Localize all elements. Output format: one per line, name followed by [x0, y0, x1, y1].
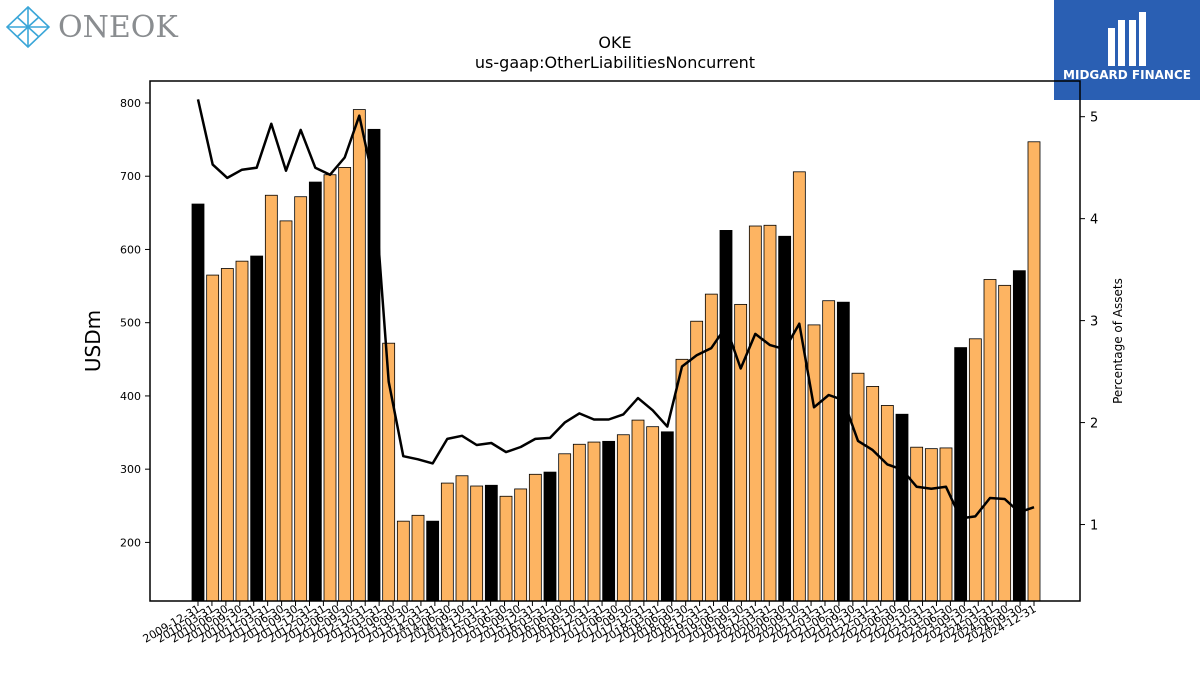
bar: [910, 446, 924, 602]
bar: [763, 224, 777, 602]
bar: [514, 488, 528, 602]
bar: [631, 419, 645, 602]
y2-axis: 1 2 3 4 5: [1080, 111, 1098, 534]
percent-line-series: [196, 99, 1035, 520]
bar: [602, 440, 616, 602]
y2-tick-label: 3: [1090, 315, 1098, 330]
bar: [792, 171, 806, 602]
bar: [191, 203, 205, 602]
x-axis: 2009-12-312010-03-312010-06-302010-09-30…: [141, 601, 1039, 646]
y-tick-label: 400: [120, 390, 141, 403]
y-axis: 200 300 400 500 600 700 800: [120, 97, 150, 549]
bar: [206, 274, 220, 602]
bar: [587, 441, 601, 602]
bar: [352, 109, 366, 602]
bar: [719, 230, 733, 602]
bar: [572, 443, 586, 602]
bar: [660, 431, 674, 602]
bar: [851, 372, 865, 602]
y-tick-label: 800: [120, 97, 141, 110]
bar: [499, 495, 513, 602]
bar: [734, 303, 748, 602]
bar: [440, 482, 454, 602]
midgard-wordmark: MIDGARD FINANCE: [1063, 68, 1191, 82]
y2-axis-label: Percentage of Assets: [1111, 278, 1125, 404]
bar: [748, 225, 762, 602]
midgard-finance-logo: MIDGARD FINANCE: [1054, 0, 1200, 100]
y-tick-label: 600: [120, 243, 141, 256]
bar: [455, 475, 469, 602]
bar: [1012, 270, 1026, 602]
bar: [998, 284, 1012, 602]
bar: [880, 405, 894, 602]
bar: [558, 453, 572, 602]
bar: [396, 520, 410, 602]
bar: [646, 426, 660, 602]
bar: [543, 471, 557, 602]
bar: [484, 484, 498, 602]
oneok-logo: ONEOK: [4, 4, 178, 48]
bar: [323, 174, 337, 602]
bar: [616, 434, 630, 602]
y2-tick-label: 1: [1090, 519, 1098, 534]
y-tick-label: 300: [120, 463, 141, 476]
chart-subtitle: us-gaap:OtherLiabilitiesNoncurrent: [475, 53, 755, 72]
y2-tick-label: 2: [1090, 417, 1098, 432]
bar: [470, 485, 484, 602]
chart-title: OKE: [598, 33, 631, 52]
bar: [235, 260, 249, 602]
y2-tick-label: 5: [1090, 111, 1098, 126]
bar: [983, 279, 997, 602]
y-tick-label: 200: [120, 536, 141, 549]
bar: [924, 448, 938, 602]
bar: [1027, 141, 1041, 602]
bar: [778, 235, 792, 602]
bar-series: [191, 109, 1041, 602]
midgard-emblem-icon: [1108, 12, 1146, 66]
y-tick-label: 700: [120, 170, 141, 183]
y-axis-label: USDm: [81, 310, 105, 372]
bar: [279, 220, 293, 602]
bar: [220, 268, 234, 602]
bar: [675, 358, 689, 602]
bar: [895, 413, 909, 602]
bar: [528, 473, 542, 602]
y-tick-label: 500: [120, 317, 141, 330]
bar: [294, 196, 308, 602]
plot-frame: [149, 80, 1081, 602]
bar: [866, 386, 880, 602]
y2-tick-label: 4: [1090, 213, 1098, 228]
bar: [250, 255, 264, 602]
bar: [338, 167, 352, 602]
bar: [954, 347, 968, 602]
bar: [426, 520, 440, 602]
percent-of-assets-line: [196, 99, 1035, 520]
oneok-wordmark: ONEOK: [58, 10, 178, 45]
bar: [690, 320, 704, 602]
bar: [807, 324, 821, 602]
bar: [411, 514, 425, 602]
bar: [264, 194, 278, 602]
bar: [939, 447, 953, 602]
bar: [308, 181, 322, 602]
diamond-logo-icon: [6, 6, 50, 48]
bar: [836, 301, 850, 602]
bar: [968, 338, 982, 602]
bar: [822, 300, 836, 602]
